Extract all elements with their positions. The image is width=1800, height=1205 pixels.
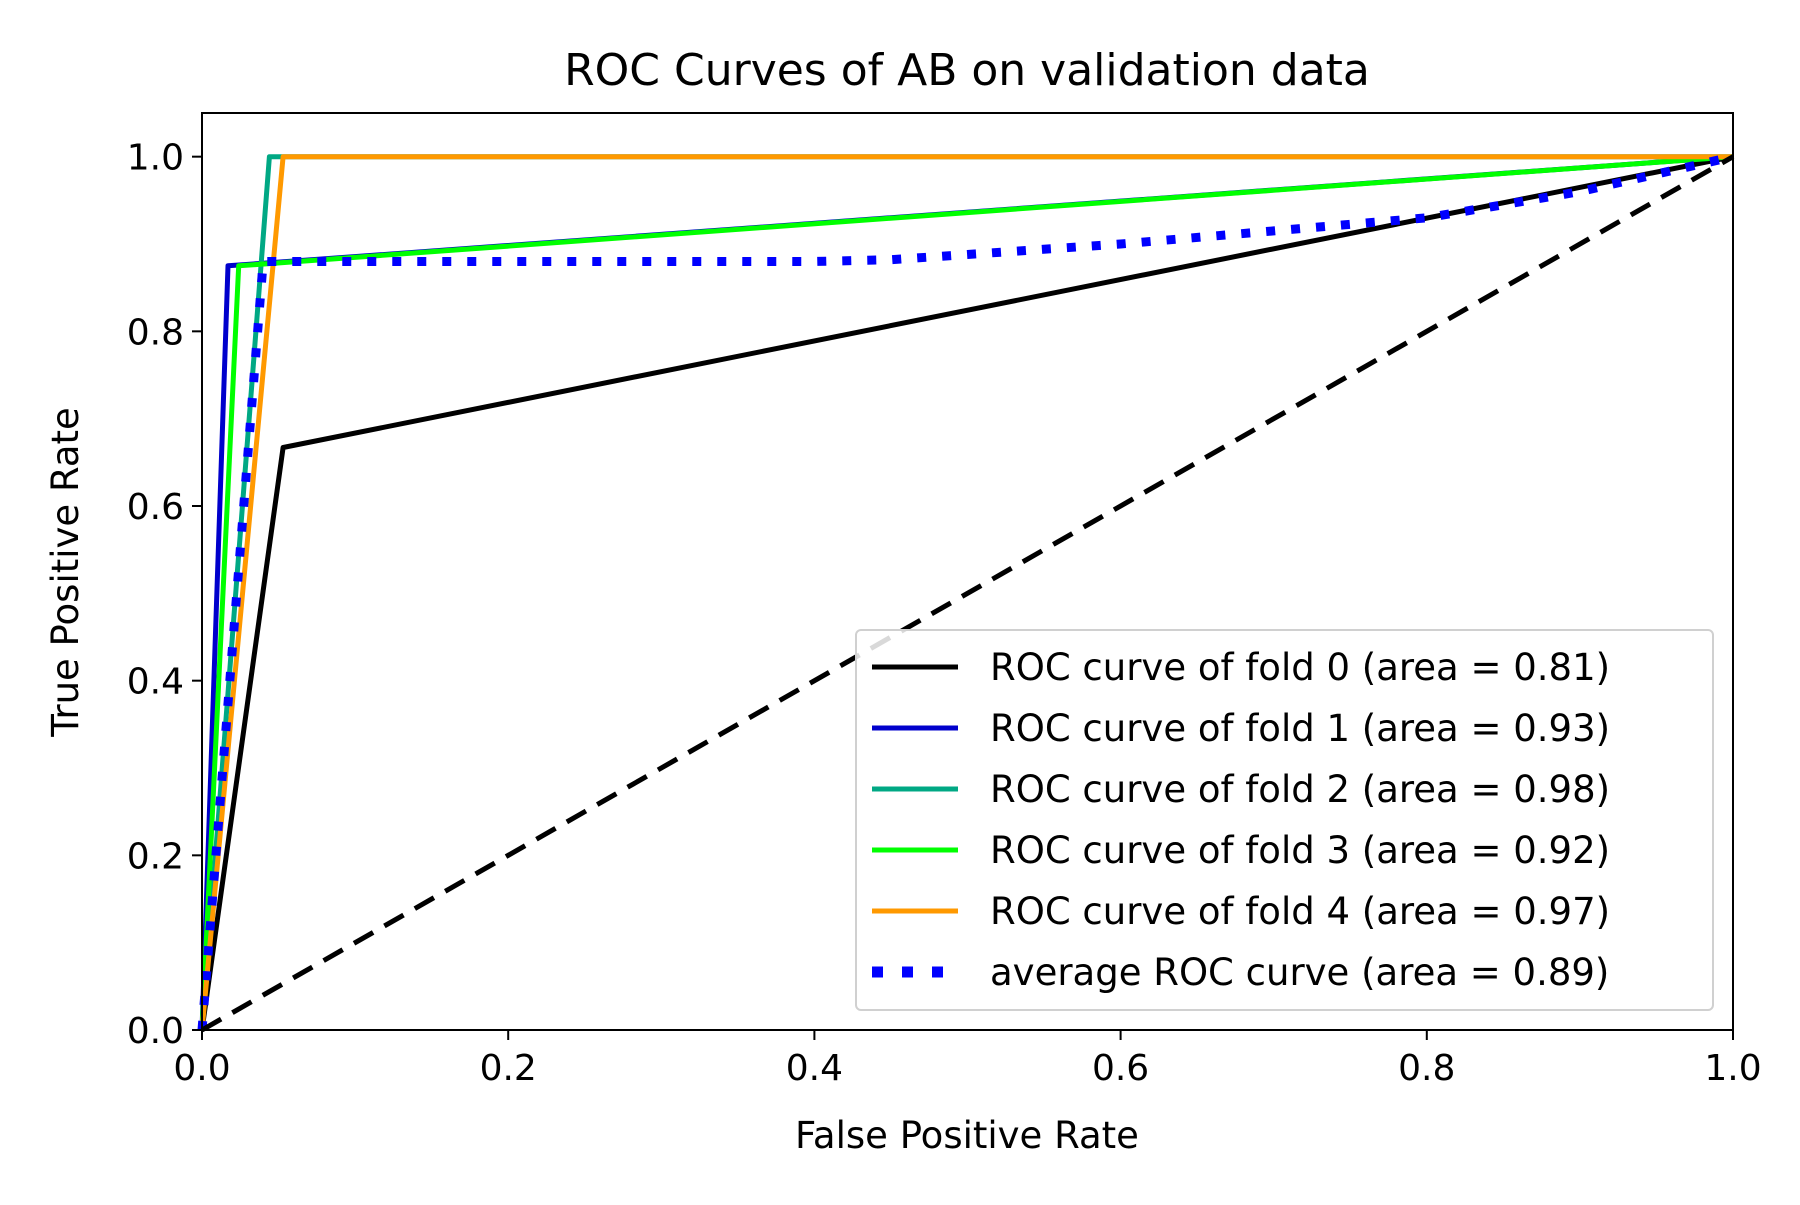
x-tick-label: 1.0 <box>1704 1048 1761 1089</box>
series-line-0 <box>199 154 1734 1031</box>
legend-label: ROC curve of fold 3 (area = 0.92) <box>990 829 1610 872</box>
x-tick-label: 0.8 <box>1398 1048 1455 1089</box>
plot-series <box>197 152 1735 1033</box>
legend-label: ROC curve of fold 0 (area = 0.81) <box>990 646 1610 689</box>
y-tick-label: 1.0 <box>127 138 184 179</box>
y-axis-ticks: 0.0 0.2 0.4 0.6 0.8 1.0 <box>127 138 202 1052</box>
x-tick-label: 0.6 <box>1092 1048 1149 1089</box>
chart-title: ROC Curves of AB on validation data <box>564 45 1370 96</box>
legend: ROC curve of fold 0 (area = 0.81) ROC cur… <box>855 629 1714 1011</box>
series-line-3 <box>199 154 1734 1031</box>
legend-label: ROC curve of fold 2 (area = 0.98) <box>990 768 1610 811</box>
plot-frame <box>201 112 1734 1031</box>
x-axis-ticks: 0.0 0.2 0.4 0.6 0.8 1.0 <box>173 1030 1762 1089</box>
legend-label: average ROC curve (area = 0.89) <box>990 951 1609 994</box>
y-tick-label: 0.4 <box>127 662 184 703</box>
chance-diagonal-line <box>200 154 1735 1033</box>
y-axis-label: True Positive Rate <box>44 407 87 738</box>
legend-box <box>855 629 1714 1011</box>
series-line-4 <box>199 154 1733 1031</box>
x-tick-label: 0.2 <box>480 1048 537 1089</box>
legend-label: ROC curve of fold 4 (area = 0.97) <box>990 890 1610 933</box>
x-tick-label: 0.4 <box>786 1048 843 1089</box>
legend-label: ROC curve of fold 1 (area = 0.93) <box>990 707 1610 750</box>
x-tick-label: 0.0 <box>173 1048 230 1089</box>
y-tick-label: 0.6 <box>127 487 184 528</box>
x-axis-label: False Positive Rate <box>795 1114 1139 1157</box>
series-line-5 <box>197 152 1735 1031</box>
y-tick-label: 0.2 <box>127 836 184 877</box>
y-tick-label: 0.0 <box>127 1011 184 1052</box>
y-tick-label: 0.8 <box>127 312 184 353</box>
